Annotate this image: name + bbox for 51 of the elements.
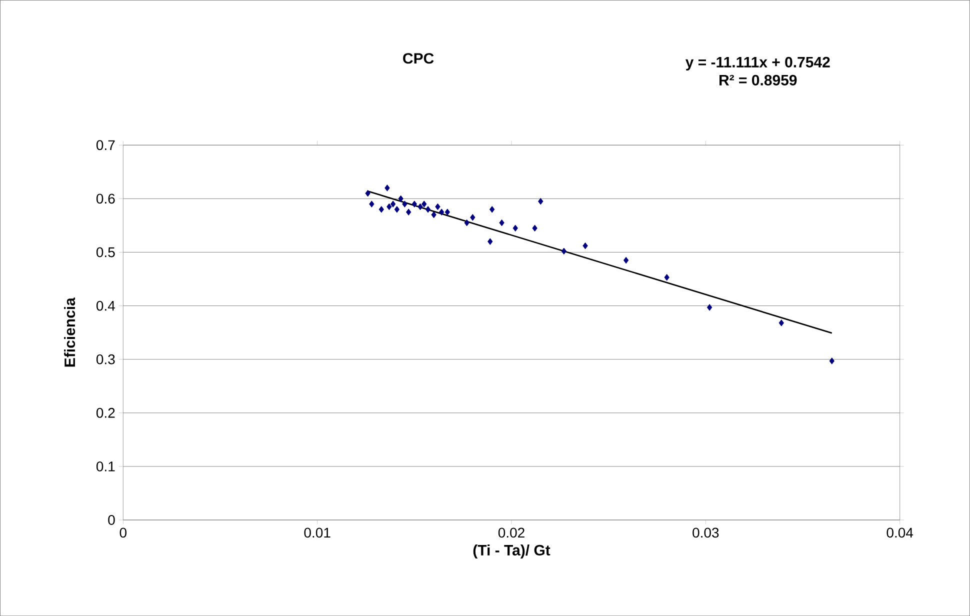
point: [470, 214, 476, 221]
y-tick-label: 0.3: [96, 354, 115, 364]
point: [582, 242, 588, 250]
point: [778, 319, 784, 326]
point: [444, 208, 450, 216]
point: [384, 184, 390, 192]
x-axis-title: (Ti - Ta)/ Gt: [473, 544, 550, 558]
point: [422, 200, 427, 208]
point: [406, 208, 412, 216]
point: [706, 304, 712, 311]
y-tick-label: 0.1: [96, 461, 115, 472]
x-tick-label: 0.01: [304, 528, 330, 538]
x-tick-label: 0.04: [886, 528, 914, 538]
point: [532, 224, 538, 232]
point: [431, 211, 436, 218]
point: [394, 206, 400, 213]
point: [390, 200, 396, 208]
point: [488, 238, 493, 245]
point: [435, 203, 440, 210]
x-tick-label: 0.02: [498, 528, 524, 538]
point: [829, 357, 834, 364]
text: R² = 0.8959: [720, 74, 797, 86]
point: [378, 206, 384, 213]
point: [623, 256, 629, 264]
point: [412, 200, 417, 208]
y-tick-label: 0.5: [96, 247, 115, 258]
y-tick-label: 0.4: [96, 300, 115, 311]
point: [464, 219, 470, 226]
point: [418, 203, 423, 210]
point: [512, 224, 518, 232]
point: [439, 208, 444, 216]
y-tick-label: 0.7: [96, 140, 115, 150]
point: [386, 203, 392, 210]
point: [499, 219, 504, 226]
point: [369, 200, 374, 208]
chart-title: CPC: [403, 53, 434, 64]
y-tick-label: 0.2: [96, 408, 115, 418]
x-tick-label: 0: [120, 528, 126, 538]
point: [398, 195, 404, 202]
y-tick-label: 0.6: [96, 194, 115, 204]
x-tick-label: 0.03: [692, 528, 719, 538]
point: [425, 206, 431, 213]
point: [664, 274, 670, 281]
point: [538, 198, 544, 205]
text: y = -11.111x + 0.7542: [685, 56, 830, 70]
point: [561, 248, 567, 254]
point: [365, 190, 370, 197]
point: [402, 200, 408, 208]
y-tick-label: 0: [108, 514, 115, 525]
point: [489, 206, 495, 213]
y-axis-title: Eficiencia: [64, 297, 76, 366]
